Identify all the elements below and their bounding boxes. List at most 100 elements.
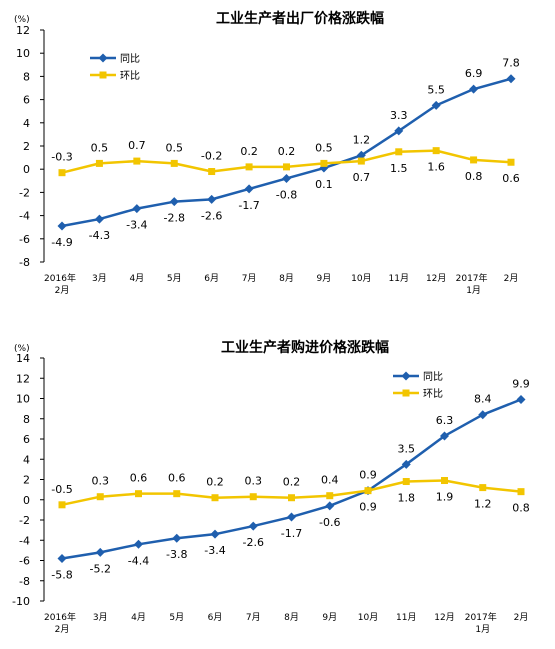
data-label: 0.5 xyxy=(91,141,109,154)
x-tick-label: 5月 xyxy=(167,273,182,284)
data-point-yoy xyxy=(207,194,217,204)
data-label: 0.3 xyxy=(245,475,263,488)
y-tick-label: -2 xyxy=(19,186,30,199)
data-point-yoy xyxy=(287,512,296,522)
data-point-yoy xyxy=(282,173,291,183)
data-label: 0.6 xyxy=(130,472,148,485)
data-label: -4.9 xyxy=(51,236,72,249)
x-tick-label: 10月 xyxy=(351,273,371,284)
x-tick-label-year: 2016年 xyxy=(44,272,76,284)
data-label: 0.4 xyxy=(321,474,339,487)
data-label: 7.8 xyxy=(502,57,520,70)
data-label: -0.8 xyxy=(276,188,297,201)
y-tick-label: -6 xyxy=(19,233,30,246)
legend-label: 同比 xyxy=(423,371,443,383)
data-point-yoy xyxy=(210,529,220,539)
x-tick-label-year: 2017年 xyxy=(456,272,488,284)
data-label: 3.5 xyxy=(398,442,416,455)
data-point-yoy xyxy=(94,214,104,224)
data-point-yoy xyxy=(172,533,182,543)
data-point-mom xyxy=(517,488,525,496)
data-point-mom xyxy=(249,493,257,501)
data-point-mom xyxy=(58,169,66,177)
y-tick-label: 12 xyxy=(16,372,30,385)
data-label: 1.5 xyxy=(390,162,408,175)
data-label: 0.7 xyxy=(128,139,146,152)
chart-title: 工业生产者出厂价格涨跌幅 xyxy=(216,10,384,27)
y-unit-label: (%) xyxy=(14,344,30,354)
y-tick-label: 12 xyxy=(16,24,30,37)
data-point-mom xyxy=(288,494,295,502)
data-point-yoy xyxy=(57,221,67,231)
data-point-mom xyxy=(326,492,334,500)
data-label: -4.3 xyxy=(89,229,110,242)
data-point-mom xyxy=(133,157,141,165)
x-tick-label: 2月 xyxy=(504,273,519,284)
x-tick-label: 12月 xyxy=(434,612,454,623)
x-tick-label-month: 1月 xyxy=(475,624,490,635)
data-point-yoy xyxy=(132,204,142,214)
data-label: 0.5 xyxy=(315,141,333,154)
data-point-mom xyxy=(208,168,216,176)
data-point-mom xyxy=(58,501,66,509)
chart-2: 工业生产者购进价格涨跌幅 (%)14 12 10 8 6 4 2 0 -2 -4 -6 -8 -10 201… xyxy=(12,339,530,635)
data-label: 0.2 xyxy=(206,476,224,489)
legend-label: 同比 xyxy=(120,53,140,65)
data-label: 0.9 xyxy=(359,469,377,482)
data-point-mom xyxy=(245,163,253,171)
data-label: -0.6 xyxy=(319,516,340,529)
data-label: 6.9 xyxy=(465,67,483,80)
data-label: 1.6 xyxy=(427,161,445,174)
data-point-mom xyxy=(402,478,410,486)
data-label: 0.1 xyxy=(315,178,333,191)
data-point-mom xyxy=(96,493,104,501)
legend-marker xyxy=(401,371,411,381)
y-tick-label: 8 xyxy=(23,70,30,83)
chart-1: 工业生产者出厂价格涨跌幅(%)121086420-2-4-6-82016年2月3… xyxy=(14,10,520,296)
x-tick-label: 6月 xyxy=(208,612,223,623)
x-tick-label: 11月 xyxy=(389,273,409,284)
legend-marker xyxy=(99,71,107,79)
x-tick-label: 9月 xyxy=(322,612,337,623)
data-point-yoy xyxy=(516,395,526,405)
data-point-mom xyxy=(395,148,403,156)
data-label: -0.3 xyxy=(51,151,72,164)
x-tick-label-month: 1月 xyxy=(466,285,481,296)
data-point-yoy xyxy=(248,521,258,531)
data-label: -5.8 xyxy=(51,568,72,581)
data-point-yoy xyxy=(469,84,479,94)
data-label: 6.3 xyxy=(436,414,454,427)
data-label: -3.4 xyxy=(126,219,147,232)
x-tick-label: 9月 xyxy=(317,273,332,284)
x-tick-label: 5月 xyxy=(169,612,184,623)
data-label: -2.6 xyxy=(201,209,222,222)
data-point-mom xyxy=(135,490,142,498)
x-tick-label: 10月 xyxy=(358,612,378,623)
data-point-mom xyxy=(364,487,372,495)
y-tick-label: 0 xyxy=(23,163,30,176)
data-label: 0.7 xyxy=(353,171,371,184)
data-label: -2.8 xyxy=(164,212,185,225)
data-label: 0.8 xyxy=(465,170,483,183)
data-point-yoy xyxy=(478,410,488,420)
data-label: 0.3 xyxy=(92,475,110,488)
x-tick-label: 2月 xyxy=(514,612,529,623)
data-label: -0.2 xyxy=(201,150,222,163)
data-point-yoy xyxy=(394,126,404,136)
legend-marker xyxy=(98,53,108,63)
data-point-mom xyxy=(95,159,103,167)
x-tick-label: 4月 xyxy=(131,612,146,623)
data-point-yoy xyxy=(506,74,516,84)
data-label: 0.6 xyxy=(502,172,520,185)
data-label: 1.8 xyxy=(398,492,416,505)
y-unit-label: (%) xyxy=(14,15,30,25)
y-tick-label: -10 xyxy=(12,595,30,608)
data-point-mom xyxy=(173,490,181,498)
data-label: 0.2 xyxy=(283,476,301,489)
data-point-yoy xyxy=(356,150,366,160)
data-point-yoy xyxy=(401,459,411,469)
data-label: 0.2 xyxy=(240,145,258,158)
data-point-mom xyxy=(170,159,178,167)
data-label: -1.7 xyxy=(281,527,302,540)
x-tick-label: 6月 xyxy=(204,273,219,284)
